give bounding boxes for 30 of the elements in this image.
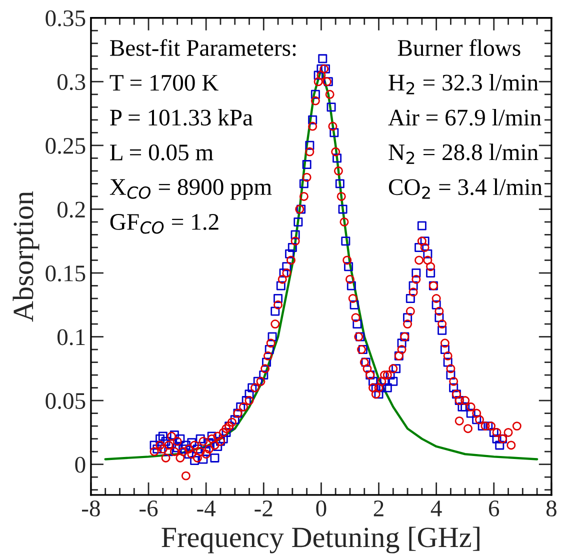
y-tick-label: 0.25: [46, 138, 86, 154]
x-tick-label: -4: [197, 500, 216, 516]
annotation: Air = 67.9 l/min: [388, 108, 542, 126]
x-tick-label: 6: [488, 500, 500, 516]
annotation: Burner flows: [398, 39, 520, 56]
annotation: P = 101.33 kPa: [110, 108, 253, 126]
x-axis-title: Frequency Detuning [GHz]: [162, 526, 480, 554]
y-tick-label: 0.15: [46, 265, 86, 282]
y-tick-label: 0.3: [57, 74, 86, 90]
annotation: GF$_{CO}$ = 1.2: [110, 214, 218, 234]
x-tick-label: -2: [254, 500, 272, 516]
x-tick-label: 2: [374, 500, 384, 516]
annotation: L = 0.05 m: [110, 144, 214, 161]
annotation: CO$_{2}$ = 3.4 l/min: [388, 178, 542, 199]
annotation: N$_{2}$ = 28.8 l/min: [388, 144, 538, 164]
y-tick-label: 0.05: [46, 393, 86, 410]
annotation: T = 1700 K: [110, 74, 218, 91]
x-tick-label: -8: [82, 500, 100, 516]
annotation: H$_{2}$ = 32.3 l/min: [388, 74, 538, 94]
annotation: Best-fit Parameters:: [110, 39, 296, 56]
y-tick-label: 0: [75, 456, 86, 473]
y-tick-label: 0.2: [57, 202, 85, 218]
x-tick-label: 8: [546, 500, 556, 516]
y-axis-title: Absorption: [12, 191, 40, 322]
x-tick-label: 0: [316, 500, 326, 516]
x-tick-label: -6: [140, 500, 158, 516]
x-tick-label: 4: [430, 500, 442, 516]
y-tick-label: 0.1: [57, 329, 85, 346]
y-tick-label: 0.35: [46, 10, 86, 26]
annotation: X$_{CO}$ = 8900 ppm: [110, 179, 272, 200]
